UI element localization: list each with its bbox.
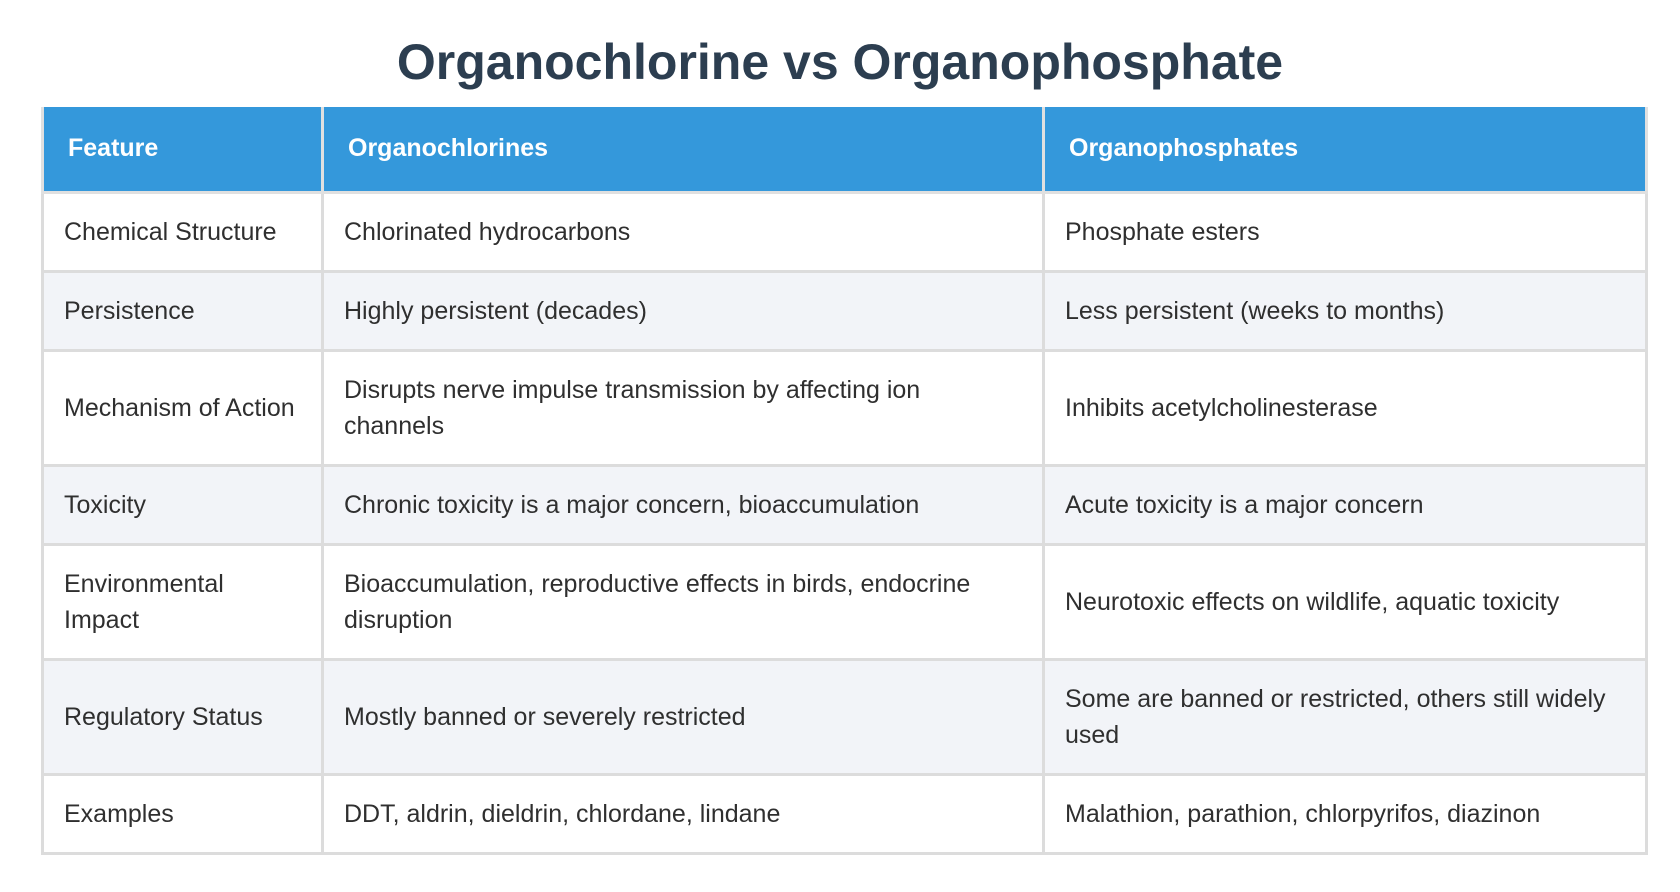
organophosphate-cell: Some are banned or restricted, others st…	[1042, 657, 1648, 776]
table-row: Chemical Structure Chlorinated hydrocarb…	[41, 190, 1648, 273]
table-row: Environmental Impact Bioaccumulation, re…	[41, 542, 1648, 661]
feature-cell: Chemical Structure	[41, 190, 324, 273]
table-row: Regulatory Status Mostly banned or sever…	[41, 657, 1648, 776]
table-row: Mechanism of Action Disrupts nerve impul…	[41, 348, 1648, 467]
organochlorine-cell: Disrupts nerve impulse transmission by a…	[321, 348, 1045, 467]
header-organochlorines: Organochlorines	[321, 107, 1045, 194]
table-row: Toxicity Chronic toxicity is a major con…	[41, 463, 1648, 546]
feature-cell: Persistence	[41, 269, 324, 352]
comparison-table: Feature Organochlorines Organophosphates…	[41, 107, 1648, 855]
organochlorine-cell: Bioaccumulation, reproductive effects in…	[321, 542, 1045, 661]
page-title: Organochlorine vs Organophosphate	[396, 34, 1284, 90]
organophosphate-cell: Neurotoxic effects on wildlife, aquatic …	[1042, 542, 1648, 661]
organophosphate-cell: Acute toxicity is a major concern	[1042, 463, 1648, 546]
header-organophosphates: Organophosphates	[1042, 107, 1648, 194]
feature-cell: Mechanism of Action	[41, 348, 324, 467]
feature-cell: Environmental Impact	[41, 542, 324, 661]
table-row: Persistence Highly persistent (decades) …	[41, 269, 1648, 352]
organophosphate-cell: Phosphate esters	[1042, 190, 1648, 273]
comparison-table-container: Feature Organochlorines Organophosphates…	[41, 107, 1648, 855]
organophosphate-cell: Less persistent (weeks to months)	[1042, 269, 1648, 352]
organophosphate-cell: Malathion, parathion, chlorpyrifos, diaz…	[1042, 772, 1648, 855]
organochlorine-cell: Chlorinated hydrocarbons	[321, 190, 1045, 273]
table-header-row: Feature Organochlorines Organophosphates	[41, 107, 1648, 194]
organochlorine-cell: DDT, aldrin, dieldrin, chlordane, lindan…	[321, 772, 1045, 855]
organochlorine-cell: Highly persistent (decades)	[321, 269, 1045, 352]
feature-cell: Toxicity	[41, 463, 324, 546]
organochlorine-cell: Mostly banned or severely restricted	[321, 657, 1045, 776]
organochlorine-cell: Chronic toxicity is a major concern, bio…	[321, 463, 1045, 546]
organophosphate-cell: Inhibits acetylcholinesterase	[1042, 348, 1648, 467]
feature-cell: Examples	[41, 772, 324, 855]
table-row: Examples DDT, aldrin, dieldrin, chlordan…	[41, 772, 1648, 855]
header-feature: Feature	[41, 107, 324, 194]
feature-cell: Regulatory Status	[41, 657, 324, 776]
